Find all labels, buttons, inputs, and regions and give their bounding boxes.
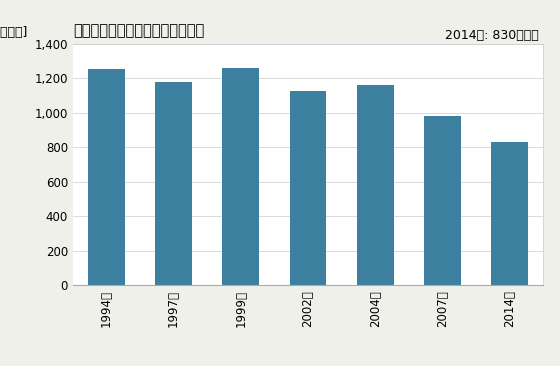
Bar: [290, 91, 326, 285]
Bar: [155, 82, 192, 285]
Text: 機械器具卸売業の事業所数の推移: 機械器具卸売業の事業所数の推移: [73, 23, 204, 38]
Bar: [88, 69, 125, 285]
Bar: [222, 68, 259, 285]
Y-axis label: [事業所]: [事業所]: [0, 26, 28, 39]
Bar: [424, 116, 461, 285]
Bar: [491, 142, 528, 285]
Bar: [357, 85, 394, 285]
Text: 2014年: 830事業所: 2014年: 830事業所: [445, 29, 539, 41]
